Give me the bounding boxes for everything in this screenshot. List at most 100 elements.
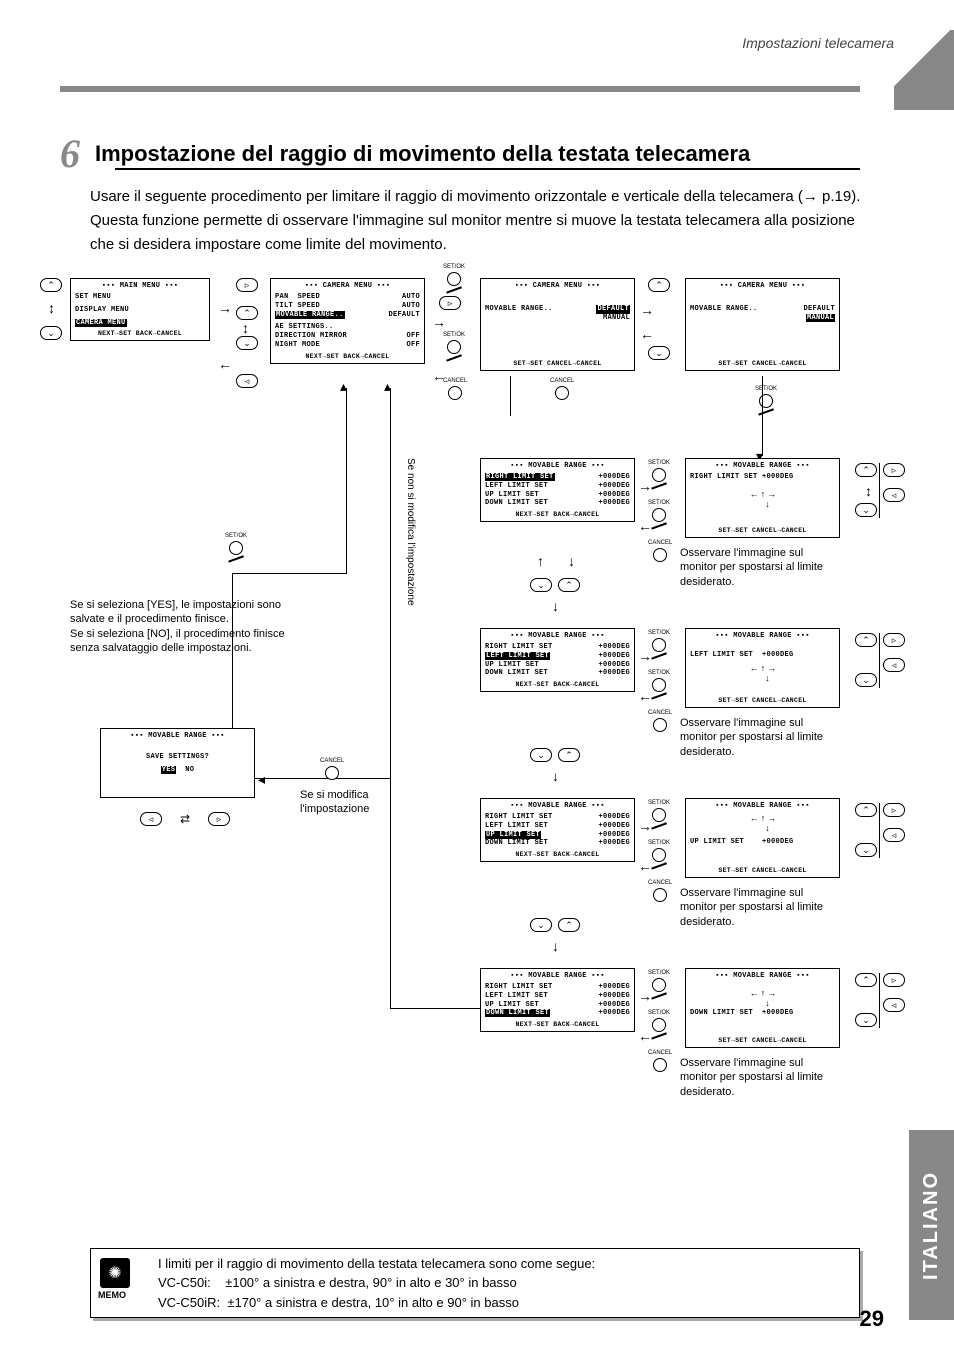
slash-icon — [651, 652, 667, 659]
right-button-icon: ▹ — [208, 812, 230, 826]
cross-icon: ← ↑ → ↓ — [690, 989, 835, 1009]
setok-button-icon — [652, 468, 666, 482]
movable-range-up-set: MOVABLE RANGE ← ↑ → ↓ UP LIMIT SET +000D… — [685, 798, 840, 878]
setok-label: SET/OK — [755, 386, 777, 392]
left-arrow-icon: ← — [638, 688, 652, 704]
cancel-control: CANCEL — [648, 540, 672, 562]
menu-title: MOVABLE RANGE — [485, 462, 630, 470]
divider — [879, 973, 880, 1028]
menu-row: LEFT LIMIT SET+000DEG — [485, 992, 630, 1001]
cancel-label: CANCEL — [320, 758, 344, 764]
menu-footer: NEXT→SET BACK→CANCEL — [485, 1021, 630, 1028]
divider — [879, 803, 880, 858]
memo-line-2: VC-C50iR: ±170° a sinistra e destra, 10°… — [158, 1293, 595, 1313]
connector-line — [390, 388, 391, 778]
slash-icon — [758, 408, 774, 415]
menu-row: UP LIMIT SET+000DEG — [485, 661, 630, 670]
cancel-button-icon — [325, 766, 339, 780]
menu-footer: SET→SET CANCEL→CANCEL — [686, 697, 839, 704]
down-button-icon: ⌄ — [855, 843, 877, 857]
right-arrow-icon: → — [638, 818, 652, 834]
page-corner — [894, 30, 954, 110]
step-number: 6 — [60, 130, 80, 177]
setok-label: SET/OK — [648, 630, 670, 636]
cancel-control: CANCEL — [648, 1050, 672, 1072]
menu-title: MOVABLE RANGE — [485, 972, 630, 980]
yes-no-caption: Se si seleziona [YES], le impostazioni s… — [70, 598, 300, 655]
camera-menu-2: CAMERA MENU MOVABLE RANGE.. DEFAULT MANU… — [480, 278, 635, 371]
setok-button-icon — [652, 678, 666, 692]
cross-icon: ← ↑ → ↓ — [690, 664, 835, 684]
updown-arrow-icon: ↕ — [48, 300, 55, 316]
menu-title: MOVABLE RANGE — [485, 802, 630, 810]
right-arrow-icon: → — [638, 478, 652, 494]
setok-control: SET/OK — [225, 533, 247, 561]
cancel-label: CANCEL — [648, 540, 672, 546]
menu-item: CAMERA MENU — [75, 319, 205, 328]
setok-label: SET/OK — [648, 840, 670, 846]
down-button-icon: ⌄ — [530, 918, 552, 932]
slash-icon — [651, 1032, 667, 1039]
menu-row: MOVABLE RANGE.. DEFAULT — [690, 305, 835, 314]
setok-button-icon — [652, 848, 666, 862]
setok-label: SET/OK — [443, 332, 465, 338]
slash-icon — [228, 555, 244, 562]
left-button-icon: ◃ — [236, 374, 258, 388]
menu-title: MOVABLE RANGE — [690, 802, 835, 810]
connector-line — [232, 573, 347, 574]
cancel-label: CANCEL — [648, 1050, 672, 1056]
cancel-label: CANCEL — [648, 880, 672, 886]
menu-footer: NEXT→SET BACK→CANCEL — [485, 681, 630, 688]
menu-row: UP LIMIT SET+000DEG — [485, 1001, 630, 1010]
menu-row: DIRECTION MIRROROFF — [275, 332, 420, 341]
left-button-icon: ◃ — [140, 812, 162, 826]
menu-row: LEFT LIMIT SET+000DEG — [485, 822, 630, 831]
up-button-icon: ⌃ — [855, 973, 877, 987]
menu-row: LEFT LIMIT SET+000DEG — [485, 482, 630, 491]
setok-control: SET/OK — [443, 332, 465, 360]
slash-icon — [446, 354, 462, 361]
slash-icon — [651, 692, 667, 699]
menu-row: UP LIMIT SET+000DEG — [485, 831, 630, 840]
page: Impostazioni telecamera 6 Impostazione d… — [0, 0, 954, 1352]
right-arrow-icon: → — [638, 988, 652, 1004]
page-number: 29 — [860, 1306, 884, 1332]
menu-title: CAMERA MENU — [485, 282, 630, 290]
menu-footer: NEXT→SET BACK→CANCEL — [485, 851, 630, 858]
breadcrumb: Impostazioni telecamera — [742, 35, 894, 51]
main-menu-box: MAIN MENU SET MENU DISPLAY MENU CAMERA M… — [70, 278, 210, 341]
setok-label: SET/OK — [225, 533, 247, 539]
slash-icon — [651, 822, 667, 829]
down-button-icon: ⌄ — [40, 326, 62, 340]
setok-label: SET/OK — [648, 970, 670, 976]
menu-title: CAMERA MENU — [690, 282, 835, 290]
connector-line — [510, 376, 511, 416]
connector-line — [232, 573, 233, 728]
menu-row: PAN SPEED AUTO — [275, 293, 420, 302]
down-button-icon: ⌄ — [855, 673, 877, 687]
movable-range-right: MOVABLE RANGE RIGHT LIMIT SET+000DEG LEF… — [480, 458, 635, 522]
right-button-icon: ▹ — [883, 463, 905, 477]
menu-row: RIGHT LIMIT SET+000DEG — [485, 813, 630, 822]
menu-row: DOWN LIMIT SET+000DEG — [485, 1009, 630, 1018]
title-underline — [115, 168, 860, 170]
left-button-icon: ◃ — [883, 828, 905, 842]
down-arrow-icon: ↓ — [552, 768, 559, 784]
menu-row: MOVABLE RANGE.. DEFAULT — [485, 305, 630, 314]
movable-range-left-set: MOVABLE RANGE LEFT LIMIT SET +000DEG ← ↑… — [685, 628, 840, 708]
memo-line-1: VC-C50i: ±100° a sinistra e destra, 90° … — [158, 1273, 595, 1293]
cancel-label: CANCEL — [443, 378, 467, 384]
nav-buttons: ⌄ ⌃ — [530, 748, 580, 762]
cancel-control: CANCEL — [550, 378, 574, 400]
up-button-icon: ⌃ — [855, 463, 877, 477]
down-arrow-icon: ↓ — [552, 938, 559, 954]
menu-row: DOWN LIMIT SET+000DEG — [485, 669, 630, 678]
menu-footer: SET→SET CANCEL→CANCEL — [686, 527, 839, 534]
nav-buttons: ⌄ ⌃ — [530, 918, 580, 932]
left-button-icon: ◃ — [883, 658, 905, 672]
menu-footer: SET→SET CANCEL→CANCEL — [481, 360, 634, 367]
intro-text: Usare il seguente procedimento per limit… — [90, 185, 870, 257]
diagram: MAIN MENU SET MENU DISPLAY MENU CAMERA M… — [40, 278, 920, 1238]
slash-icon — [651, 482, 667, 489]
language-tab: ITALIANO — [909, 1130, 954, 1320]
